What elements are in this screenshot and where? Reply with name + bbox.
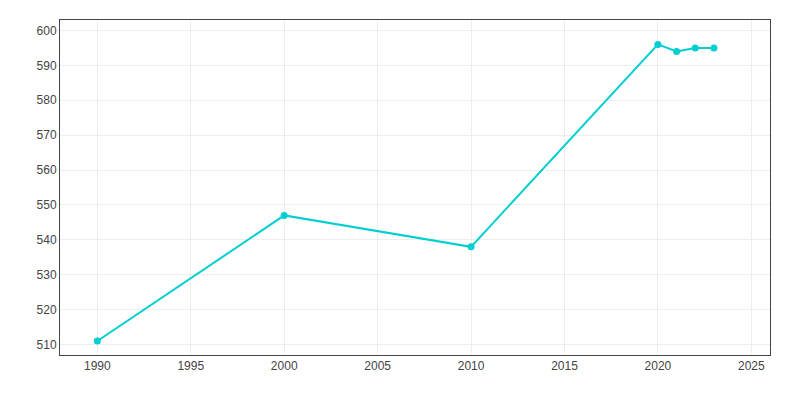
svg-text:560: 560: [37, 163, 57, 177]
svg-text:580: 580: [37, 93, 57, 107]
svg-text:510: 510: [37, 338, 57, 352]
svg-text:1990: 1990: [84, 359, 111, 373]
svg-text:2025: 2025: [738, 359, 765, 373]
svg-text:600: 600: [37, 24, 57, 38]
svg-text:2010: 2010: [458, 359, 485, 373]
svg-text:590: 590: [37, 59, 57, 73]
svg-text:2020: 2020: [645, 359, 672, 373]
svg-text:550: 550: [37, 198, 57, 212]
svg-text:2000: 2000: [271, 359, 298, 373]
svg-text:570: 570: [37, 128, 57, 142]
svg-text:2015: 2015: [551, 359, 578, 373]
svg-text:1995: 1995: [177, 359, 204, 373]
svg-text:520: 520: [37, 303, 57, 317]
svg-text:2005: 2005: [364, 359, 391, 373]
svg-text:540: 540: [37, 233, 57, 247]
svg-text:530: 530: [37, 268, 57, 282]
